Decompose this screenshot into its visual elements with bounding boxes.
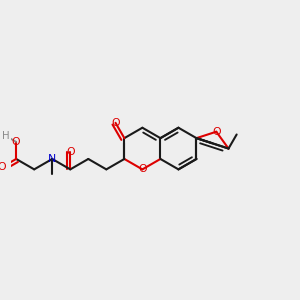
Text: O: O (12, 137, 20, 147)
Text: N: N (48, 154, 56, 164)
Text: H: H (2, 130, 9, 141)
Text: O: O (0, 162, 6, 172)
Text: O: O (138, 164, 147, 174)
Text: O: O (212, 127, 220, 137)
Text: O: O (66, 147, 75, 157)
Text: O: O (111, 118, 120, 128)
